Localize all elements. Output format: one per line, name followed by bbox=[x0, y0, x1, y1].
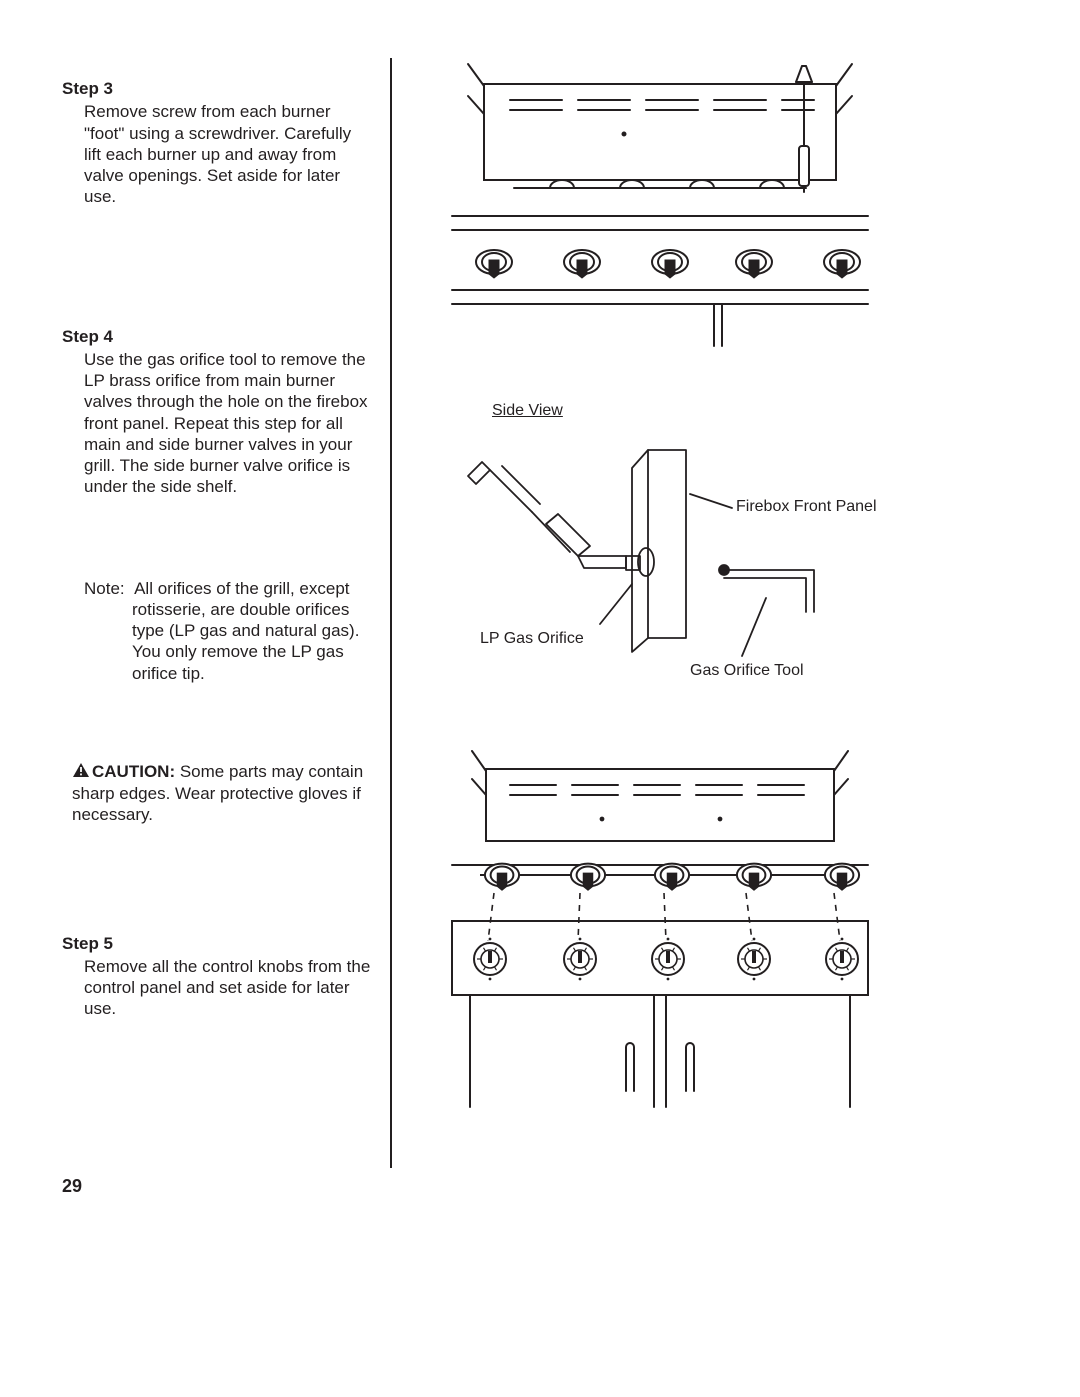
step4-note: Note: All orifices of the grill, except … bbox=[132, 578, 372, 684]
warning-icon bbox=[72, 762, 90, 783]
figure-2 bbox=[450, 402, 870, 712]
step3-body: Remove screw from each burner "foot" usi… bbox=[84, 101, 372, 207]
figure-2-wrap: Side View Firebox Front Panel LP Gas Ori… bbox=[450, 402, 880, 717]
step3-title: Step 3 bbox=[62, 78, 372, 99]
caution: CAUTION: Some parts may contain sharp ed… bbox=[72, 761, 372, 826]
right-column: Side View Firebox Front Panel LP Gas Ori… bbox=[450, 56, 880, 1127]
step4-body: Use the gas orifice tool to remove the L… bbox=[84, 349, 372, 498]
column-divider bbox=[390, 58, 392, 1168]
step5-title: Step 5 bbox=[62, 933, 372, 954]
figure-1 bbox=[450, 56, 880, 356]
figure-3 bbox=[450, 747, 880, 1127]
page-number: 29 bbox=[62, 1176, 82, 1197]
left-column: Step 3 Remove screw from each burner "fo… bbox=[62, 78, 372, 1020]
figure-2-title: Side View bbox=[492, 402, 563, 420]
label-tool: Gas Orifice Tool bbox=[690, 662, 804, 680]
step4-title: Step 4 bbox=[62, 326, 372, 347]
label-lp-orifice: LP Gas Orifice bbox=[480, 630, 584, 648]
step5-body: Remove all the control knobs from the co… bbox=[84, 956, 372, 1020]
label-firebox: Firebox Front Panel bbox=[736, 498, 877, 516]
